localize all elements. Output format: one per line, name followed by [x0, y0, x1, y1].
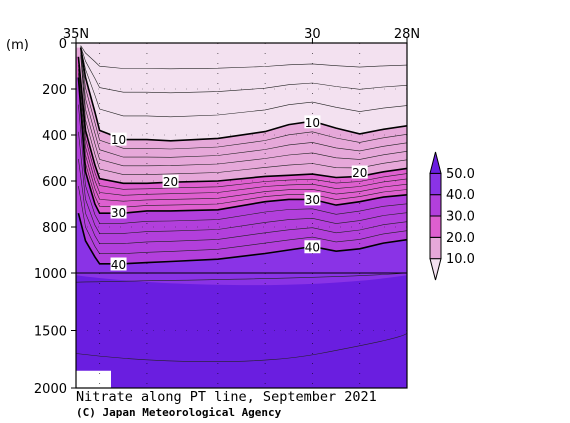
- colorbar-segment: [429, 215, 442, 238]
- y-tick-label: 200: [42, 83, 67, 98]
- minor-contour: [80, 45, 408, 70]
- y-tick-label: 1000: [34, 267, 67, 282]
- colorbar-segment: [429, 151, 442, 174]
- minor-contour: [75, 332, 408, 362]
- minor-contour: [78, 65, 408, 196]
- contour-label-bg: [304, 192, 321, 206]
- x-tick-label: 28N: [394, 27, 420, 42]
- contour-30: [77, 77, 408, 214]
- plot-frame: [75, 42, 408, 389]
- contour-label: 30: [111, 206, 126, 220]
- minor-contour: [80, 51, 408, 158]
- contour-40: [77, 213, 408, 265]
- contour-label: 20: [352, 166, 367, 180]
- minor-contour: [80, 46, 408, 118]
- minor-contour: [78, 104, 408, 224]
- chart-title: Nitrate along PT line, September 2021: [76, 389, 377, 405]
- chart-credit: (C) Japan Meteorological Agency: [76, 406, 282, 419]
- y-tick-label: 800: [42, 221, 67, 236]
- x-tick-label: 30: [304, 27, 321, 42]
- contour-label: 20: [163, 175, 178, 189]
- contour-label-bg: [110, 132, 127, 146]
- contour-label-bg: [110, 257, 127, 271]
- band-above-50: [76, 275, 407, 388]
- minor-contour: [80, 49, 408, 150]
- y-tick-label: 0: [59, 37, 67, 52]
- y-axis-unit: (m): [6, 38, 29, 53]
- y-tick-label: 400: [42, 129, 67, 144]
- minor-contour: [78, 60, 408, 190]
- colorbar-label: 10.0: [446, 252, 475, 267]
- y-tick-label: 1500: [34, 325, 67, 340]
- colorbar-label: 30.0: [446, 210, 475, 225]
- colorbar-segment: [429, 258, 442, 281]
- contour-label: 40: [305, 241, 320, 255]
- colorbar-segment: [429, 236, 442, 260]
- colorbar-segment: [429, 172, 442, 196]
- minor-contour: [78, 69, 408, 202]
- minor-contour: [75, 272, 408, 283]
- y-tick-label: 600: [42, 175, 67, 190]
- contour-label: 40: [111, 258, 126, 272]
- minor-contour: [78, 186, 408, 254]
- colorbar-segment: [429, 194, 442, 217]
- contour-label: 10: [305, 116, 320, 130]
- y-tick-label: 2000: [34, 382, 67, 397]
- colorbar-label: 50.0: [446, 167, 475, 182]
- contour-label: 10: [111, 133, 126, 147]
- contour-label-bg: [351, 165, 368, 179]
- minor-contour: [78, 158, 408, 244]
- minor-contour: [78, 131, 408, 234]
- contour-10: [79, 47, 408, 142]
- contour-label-bg: [304, 240, 321, 254]
- contour-label-bg: [110, 205, 127, 219]
- colorbar-label: 20.0: [446, 231, 475, 246]
- minor-contour: [80, 46, 408, 94]
- contour-label-bg: [304, 115, 321, 129]
- contour-label-bg: [162, 174, 179, 188]
- x-tick-label: 35N: [63, 27, 89, 42]
- contour-label: 30: [305, 193, 320, 207]
- colorbar-label: 40.0: [446, 188, 475, 203]
- no-data-area: [76, 370, 111, 388]
